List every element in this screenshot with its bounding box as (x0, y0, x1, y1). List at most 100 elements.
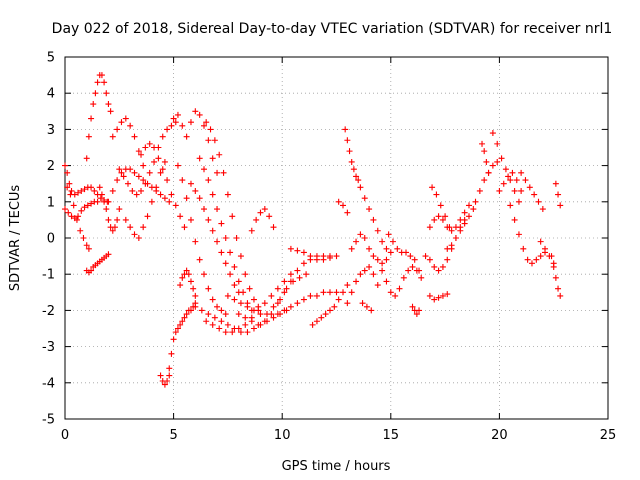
series-arc10 (122, 158, 168, 241)
data-point (78, 207, 85, 214)
data-point (489, 130, 496, 137)
data-point (172, 119, 179, 126)
data-point (416, 267, 423, 274)
data-point (274, 311, 281, 318)
data-point (187, 278, 194, 285)
series-arc27 (309, 282, 351, 328)
data-point (201, 206, 208, 213)
data-point (257, 311, 264, 318)
data-point (98, 72, 105, 79)
data-point (179, 274, 186, 281)
data-point (201, 271, 208, 278)
data-point (187, 180, 194, 187)
data-point (448, 242, 455, 249)
y-tick-label: 1 (47, 195, 55, 210)
data-point (435, 294, 442, 301)
data-point (68, 187, 75, 194)
data-point (177, 213, 184, 220)
data-point (209, 227, 216, 234)
data-point (105, 251, 112, 258)
data-point (368, 307, 375, 314)
data-point (109, 227, 116, 234)
series-arc20 (192, 300, 290, 336)
series-arc12 (157, 372, 173, 388)
data-point (235, 278, 242, 285)
series-arc17 (187, 180, 242, 296)
data-point (348, 245, 355, 252)
data-point (229, 329, 236, 336)
data-point (237, 300, 244, 307)
y-tick-label: 2 (47, 159, 55, 174)
series-arc21 (203, 271, 294, 336)
data-point (542, 245, 549, 252)
data-point (157, 372, 164, 379)
data-point (135, 173, 142, 180)
series-arc16 (174, 162, 229, 318)
data-point (181, 314, 188, 321)
data-point (196, 256, 203, 263)
data-point (344, 282, 351, 289)
data-point (505, 173, 512, 180)
data-point (307, 253, 314, 260)
data-point (518, 187, 525, 194)
data-point (452, 235, 459, 241)
data-point (114, 126, 121, 133)
data-point (88, 115, 95, 122)
data-point (227, 271, 234, 278)
series-arc35 (385, 231, 423, 274)
series-arc01 (62, 162, 111, 205)
data-point (340, 202, 347, 209)
series-arc14 (170, 108, 221, 176)
data-point (429, 184, 436, 191)
data-point (170, 115, 177, 122)
data-point (116, 206, 123, 213)
data-point (214, 169, 221, 176)
data-point (287, 271, 294, 278)
data-point (140, 162, 147, 169)
data-point (533, 256, 540, 263)
data-point (261, 206, 268, 213)
data-point (476, 187, 483, 194)
data-point (66, 180, 73, 187)
series-arc11 (138, 140, 188, 231)
data-point (366, 206, 373, 213)
data-point (127, 224, 134, 231)
data-point (426, 256, 433, 263)
data-point (537, 253, 544, 260)
data-point (80, 235, 87, 241)
data-point (64, 184, 71, 191)
data-point (168, 122, 175, 129)
data-point (374, 227, 381, 234)
data-point (439, 263, 446, 270)
data-point (203, 119, 210, 126)
data-point (164, 177, 171, 184)
data-point (524, 256, 531, 263)
data-point (209, 191, 216, 198)
data-point (246, 285, 253, 292)
data-point (192, 238, 199, 245)
data-point (287, 245, 294, 252)
data-point (211, 314, 218, 321)
series-arc18 (196, 155, 255, 314)
data-point (62, 162, 68, 169)
data-point (231, 282, 238, 289)
data-point (183, 267, 190, 274)
data-point (172, 202, 179, 209)
data-point (120, 173, 127, 180)
data-point (205, 177, 212, 184)
data-point (140, 224, 147, 231)
data-point (348, 158, 355, 165)
data-point (174, 325, 181, 332)
data-point (555, 285, 562, 292)
data-point (318, 314, 325, 321)
data-point (442, 213, 449, 220)
data-point (153, 184, 160, 191)
data-point (231, 296, 238, 303)
data-point (313, 318, 320, 325)
data-point (129, 187, 136, 194)
data-point (122, 115, 129, 122)
data-point (190, 285, 197, 292)
data-point (64, 169, 71, 176)
data-point (161, 195, 168, 202)
data-point (409, 263, 416, 270)
